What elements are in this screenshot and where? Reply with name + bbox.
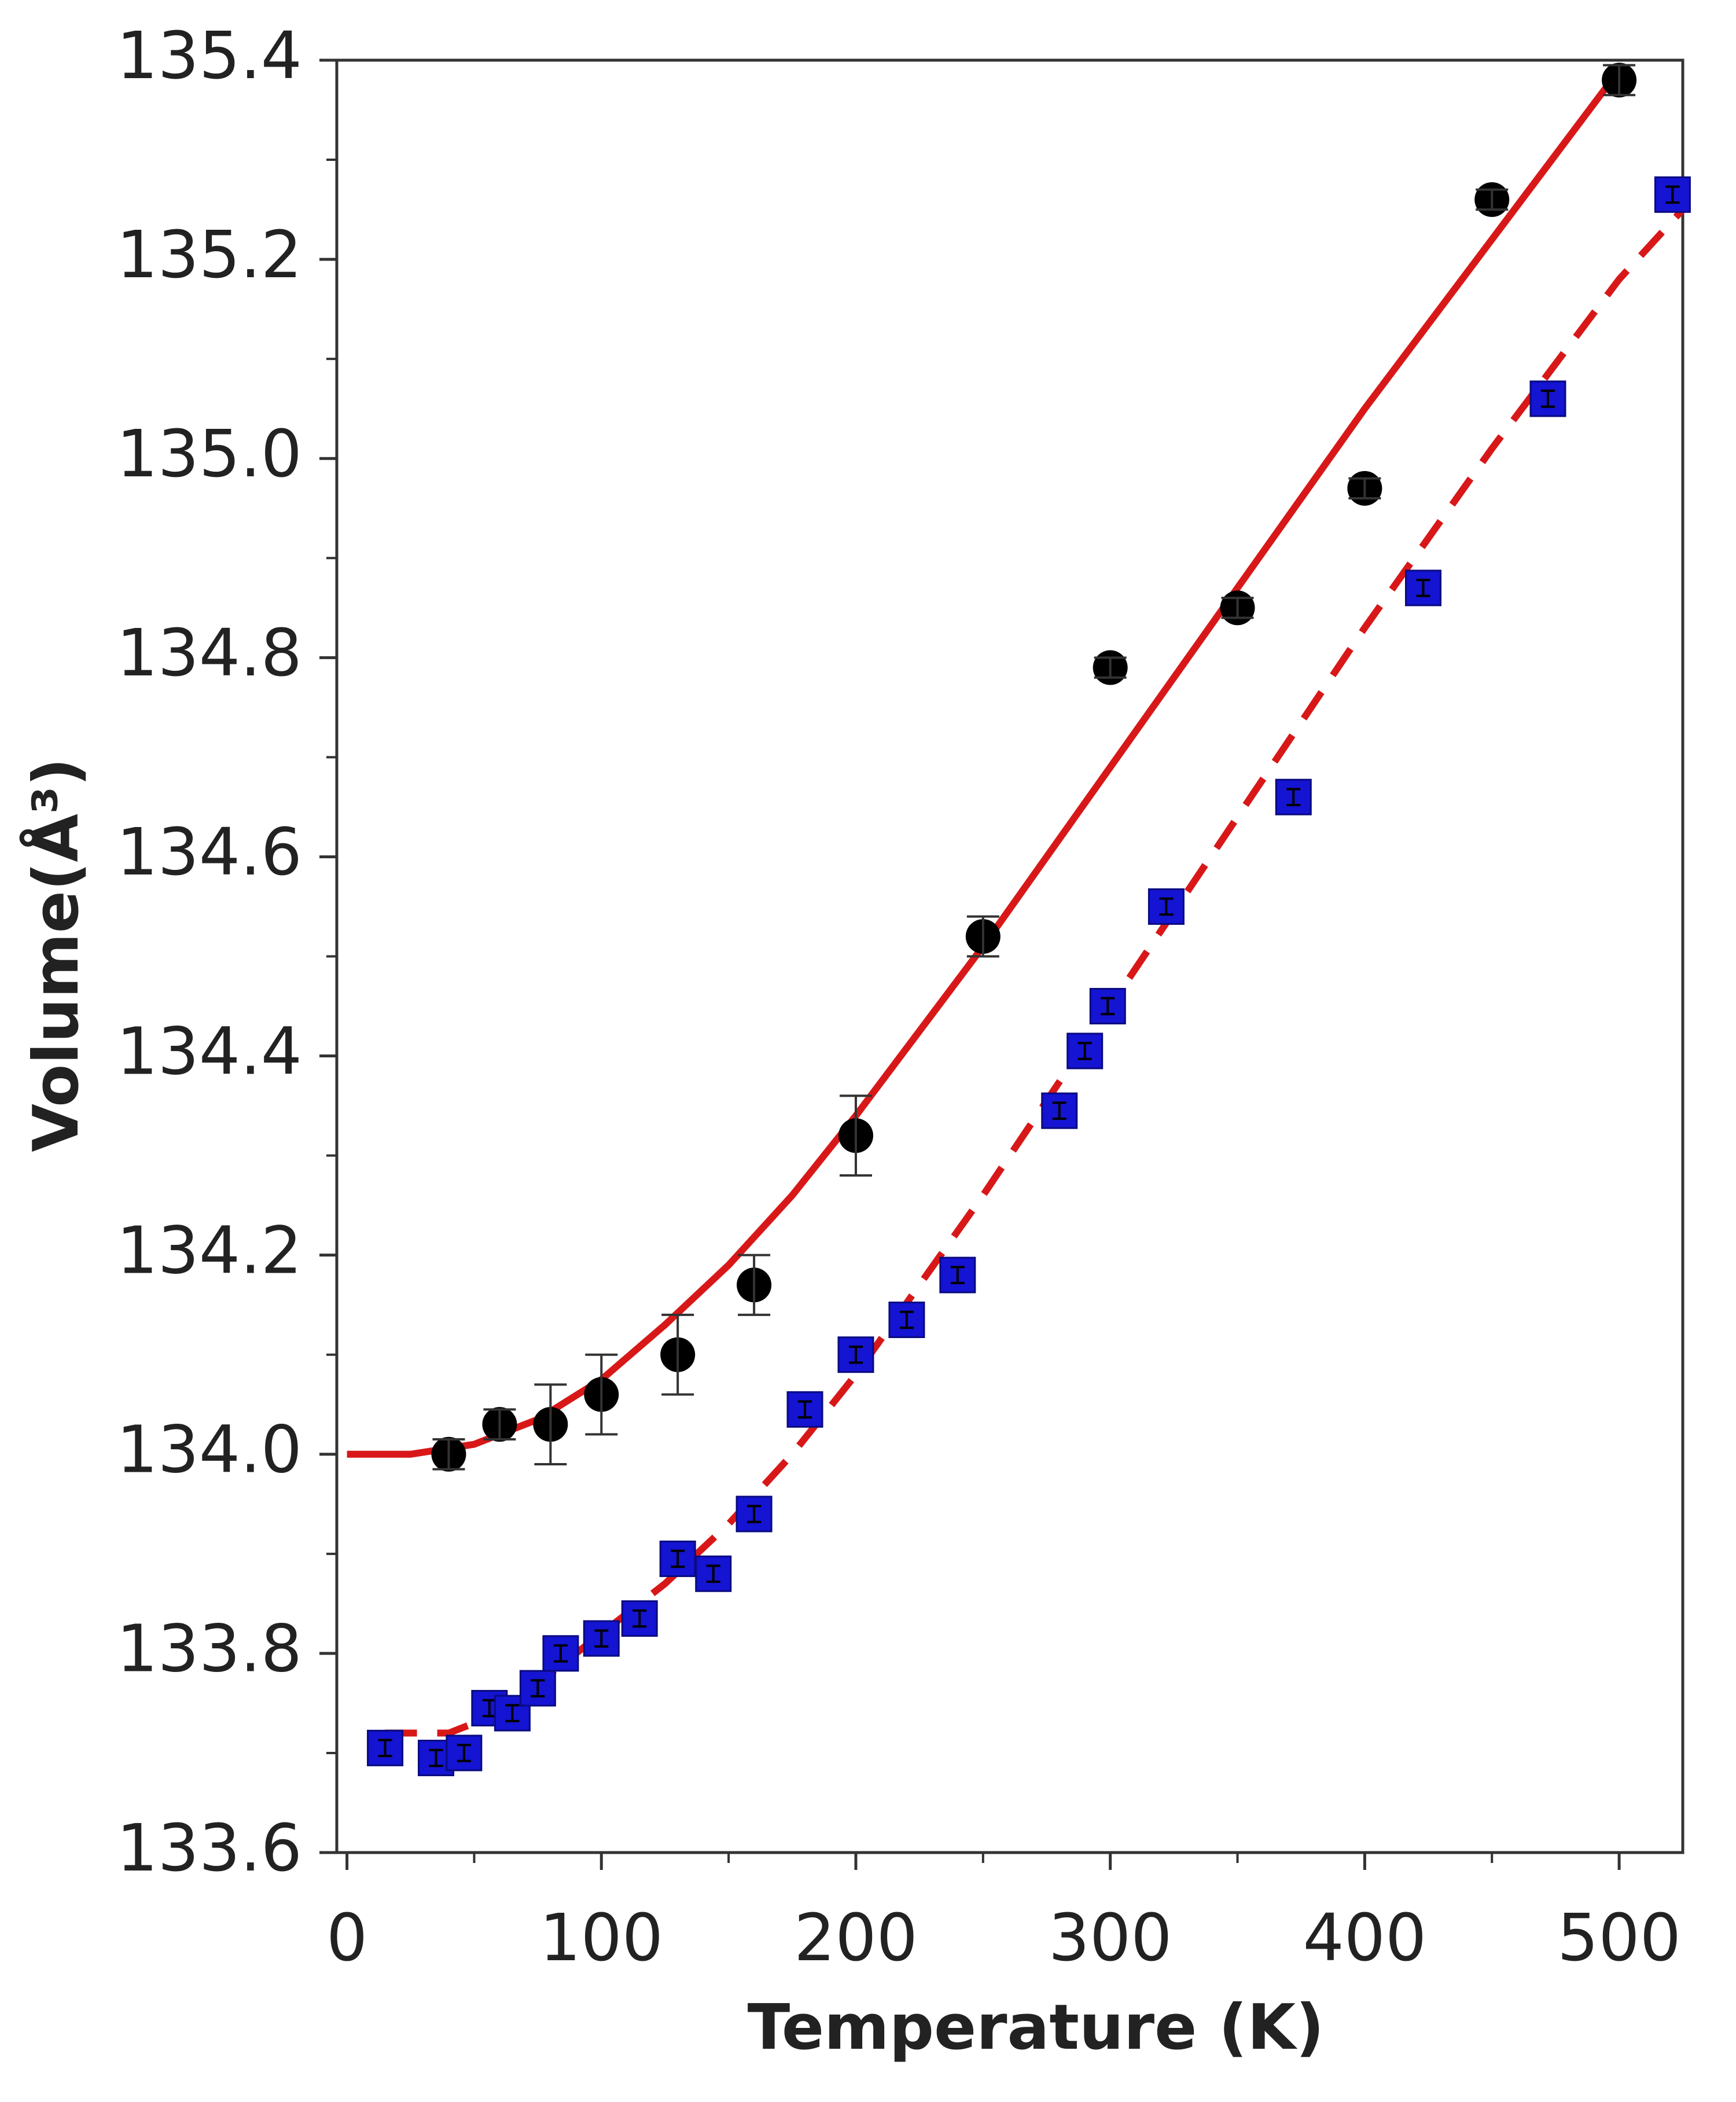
- error-bar: [839, 1094, 872, 1177]
- error-bar: [632, 1609, 647, 1628]
- error-bar: [432, 1438, 465, 1471]
- error-bar: [1665, 185, 1680, 204]
- error-bar: [482, 1699, 496, 1718]
- error-bar: [505, 1704, 520, 1722]
- error-bar: [1348, 477, 1381, 500]
- error-bar: [1077, 1042, 1092, 1060]
- error-bar: [553, 1644, 568, 1663]
- error-bar: [457, 1744, 471, 1762]
- y-tick-label: 134.8: [116, 616, 302, 691]
- x-tick-label: 400: [1303, 1901, 1426, 1976]
- fit-line: [347, 68, 1622, 1458]
- y-tick-label: 133.8: [116, 1612, 302, 1687]
- y-tick-label: 135.0: [116, 417, 302, 492]
- x-tick-label: 200: [794, 1901, 918, 1976]
- x-tick-label: 100: [539, 1901, 663, 1976]
- x-tick-label: 300: [1049, 1901, 1172, 1976]
- error-bar: [429, 1748, 443, 1767]
- error-bar: [378, 1739, 392, 1758]
- error-bar: [1094, 656, 1127, 679]
- data-point: [446, 1734, 483, 1772]
- error-bar: [585, 1353, 618, 1436]
- error-bar: [534, 1383, 567, 1465]
- y-tick-label: 134.6: [116, 815, 302, 890]
- error-bar: [1603, 64, 1636, 97]
- y-tick-label: 134.2: [116, 1213, 302, 1288]
- error-bar: [1476, 188, 1509, 211]
- error-bar: [1159, 897, 1174, 916]
- error-bar: [899, 1310, 914, 1329]
- y-tick-label: 133.6: [116, 1811, 302, 1886]
- error-bar: [594, 1629, 609, 1648]
- x-axis-label: Temperature (K): [748, 1991, 1325, 2064]
- fit-line: [385, 207, 1686, 1737]
- error-bar: [966, 915, 999, 958]
- error-bar: [1540, 389, 1555, 408]
- error-bar: [483, 1408, 516, 1440]
- error-bar: [747, 1505, 762, 1523]
- error-bar: [1221, 597, 1254, 619]
- plot-frame: [335, 58, 1684, 1854]
- error-bar: [798, 1400, 812, 1419]
- error-bar: [950, 1266, 965, 1284]
- y-tick-label: 135.2: [116, 218, 302, 293]
- y-tick-label: 135.4: [116, 19, 302, 94]
- data-point: [1275, 778, 1312, 815]
- x-tick-label: 0: [326, 1901, 367, 1976]
- y-tick-label: 134.4: [116, 1014, 302, 1089]
- error-bar: [661, 1313, 694, 1396]
- error-bar: [531, 1679, 545, 1697]
- error-bar: [1101, 997, 1115, 1016]
- y-axis-label: Volume(Å³): [19, 758, 93, 1152]
- error-bar: [706, 1564, 720, 1583]
- error-bar: [1052, 1101, 1066, 1120]
- data-point: [519, 1670, 556, 1707]
- error-bar: [671, 1549, 685, 1568]
- error-bar: [1416, 579, 1430, 597]
- y-tick-label: 134.0: [116, 1413, 302, 1488]
- error-bar: [738, 1254, 771, 1316]
- error-bar: [848, 1345, 863, 1364]
- x-tick-label: 500: [1557, 1901, 1681, 1976]
- error-bar: [1286, 788, 1301, 806]
